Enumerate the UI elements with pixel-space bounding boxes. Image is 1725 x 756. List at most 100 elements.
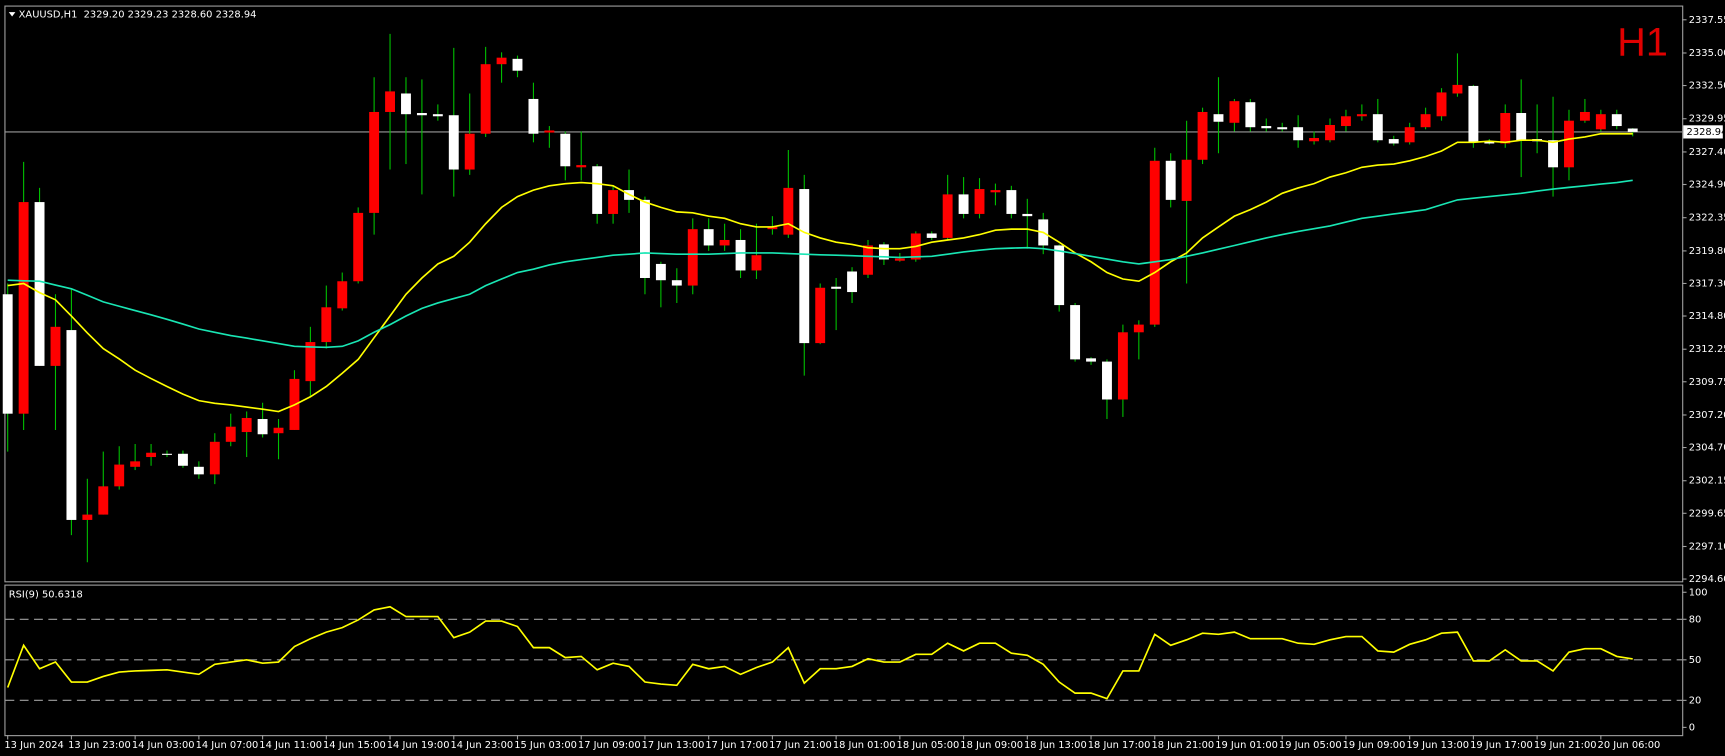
candle-body <box>1006 190 1017 214</box>
candle-body <box>1277 127 1288 130</box>
candle-body <box>1229 101 1240 123</box>
candle-body <box>528 98 539 134</box>
menu-triangle <box>8 12 16 17</box>
y-tick-label: 20 <box>1689 695 1702 706</box>
candle-body <box>1340 116 1351 127</box>
candle-body <box>241 417 252 433</box>
candle-body <box>1579 111 1590 121</box>
y-tick-label: 2294.60 <box>1689 574 1725 585</box>
candle-body <box>1404 127 1415 143</box>
candle-body <box>225 426 236 442</box>
candle-body <box>1213 114 1224 122</box>
x-tick-label: 19 Jun 01:00 <box>1215 740 1278 751</box>
candle-body <box>831 286 842 289</box>
moving-average <box>7 179 1633 349</box>
candle-body <box>1595 114 1606 130</box>
candle-body <box>305 342 316 382</box>
candle-body <box>878 244 889 260</box>
candle-body <box>942 194 953 238</box>
candle-body <box>655 263 666 281</box>
candle-body <box>1133 324 1144 333</box>
candle-body <box>1484 141 1495 144</box>
candle-body <box>767 226 778 230</box>
candle-body <box>544 130 555 133</box>
candle-body <box>337 281 348 309</box>
timeframe-label: H1 <box>1617 21 1668 65</box>
candle-body <box>1611 114 1622 127</box>
candle-body <box>1420 114 1431 128</box>
candle-body <box>592 166 603 214</box>
candle-body <box>783 187 794 235</box>
candle-body <box>512 58 523 71</box>
candle-body <box>1149 160 1160 325</box>
x-tick-label: 15 Jun 03:00 <box>514 740 577 751</box>
x-tick-label: 17 Jun 21:00 <box>769 740 832 751</box>
x-tick-label: 19 Jun 09:00 <box>1343 740 1406 751</box>
x-tick-label: 14 Jun 19:00 <box>387 740 450 751</box>
y-tick-label: 2307.20 <box>1689 410 1725 421</box>
y-tick-label: 100 <box>1689 587 1708 598</box>
candle-body <box>719 239 730 246</box>
candle-body <box>321 307 332 343</box>
candle-body <box>1436 92 1447 117</box>
moving-average <box>7 132 1633 413</box>
candle-body <box>464 133 475 170</box>
x-tick-label: 18 Jun 09:00 <box>960 740 1023 751</box>
candle-body <box>369 111 380 213</box>
candle-body <box>1022 213 1033 217</box>
x-tick-label: 17 Jun 13:00 <box>642 740 705 751</box>
candle-body <box>1197 111 1208 160</box>
candle-body <box>146 452 157 458</box>
candle-body <box>496 57 507 65</box>
x-tick-label: 14 Jun 11:00 <box>259 740 322 751</box>
x-tick-label: 18 Jun 17:00 <box>1088 740 1151 751</box>
y-tick-label: 2299.65 <box>1689 508 1725 519</box>
y-tick-label: 2297.10 <box>1689 541 1725 552</box>
candle-body <box>958 194 969 214</box>
candle-body <box>2 294 13 414</box>
candle-body <box>1516 113 1527 141</box>
candle-body <box>1325 124 1335 141</box>
candle-body <box>177 453 188 466</box>
x-tick-label: 20 Jun 06:00 <box>1598 740 1661 751</box>
x-tick-label: 19 Jun 05:00 <box>1279 740 1342 751</box>
candle-body <box>560 133 571 167</box>
candle-body <box>353 212 364 282</box>
main-frame <box>4 5 1684 583</box>
y-tick-label: 2302.15 <box>1689 476 1725 487</box>
y-tick-label: 2324.90 <box>1689 180 1725 191</box>
y-tick-label: 2335.00 <box>1689 48 1725 59</box>
candle-body <box>751 255 762 271</box>
x-tick-label: 14 Jun 23:00 <box>450 740 513 751</box>
candle-body <box>990 190 1001 193</box>
candle-body <box>114 464 125 487</box>
y-tick-label: 0 <box>1689 722 1695 733</box>
candle-body <box>1356 114 1367 117</box>
candle-body <box>130 461 141 467</box>
x-tick-label: 19 Jun 13:00 <box>1406 740 1469 751</box>
y-tick-label: 2319.80 <box>1689 246 1725 257</box>
candle-body <box>1165 160 1176 200</box>
candle-body <box>576 165 587 168</box>
candle-body <box>1627 128 1638 132</box>
rsi-line <box>6 605 1633 700</box>
candle-body <box>1086 358 1096 362</box>
candle-body <box>98 486 109 515</box>
candle-body <box>416 113 427 116</box>
candle-body <box>1293 127 1304 141</box>
candle-body <box>18 202 29 414</box>
x-tick-label: 14 Jun 15:00 <box>323 740 386 751</box>
candle-body <box>273 427 284 434</box>
y-tick-label: 2314.80 <box>1689 311 1725 322</box>
y-tick-label: 2332.50 <box>1689 81 1725 92</box>
candle-body <box>82 514 93 520</box>
y-tick-label: 2317.30 <box>1689 278 1725 289</box>
candle-body <box>1261 126 1272 129</box>
x-tick-label: 18 Jun 13:00 <box>1024 740 1087 751</box>
candle-body <box>1500 113 1511 144</box>
y-tick-label: 2322.35 <box>1689 213 1725 224</box>
candle-body <box>1468 85 1479 143</box>
candle-body <box>687 229 698 286</box>
candle-body <box>671 280 682 286</box>
